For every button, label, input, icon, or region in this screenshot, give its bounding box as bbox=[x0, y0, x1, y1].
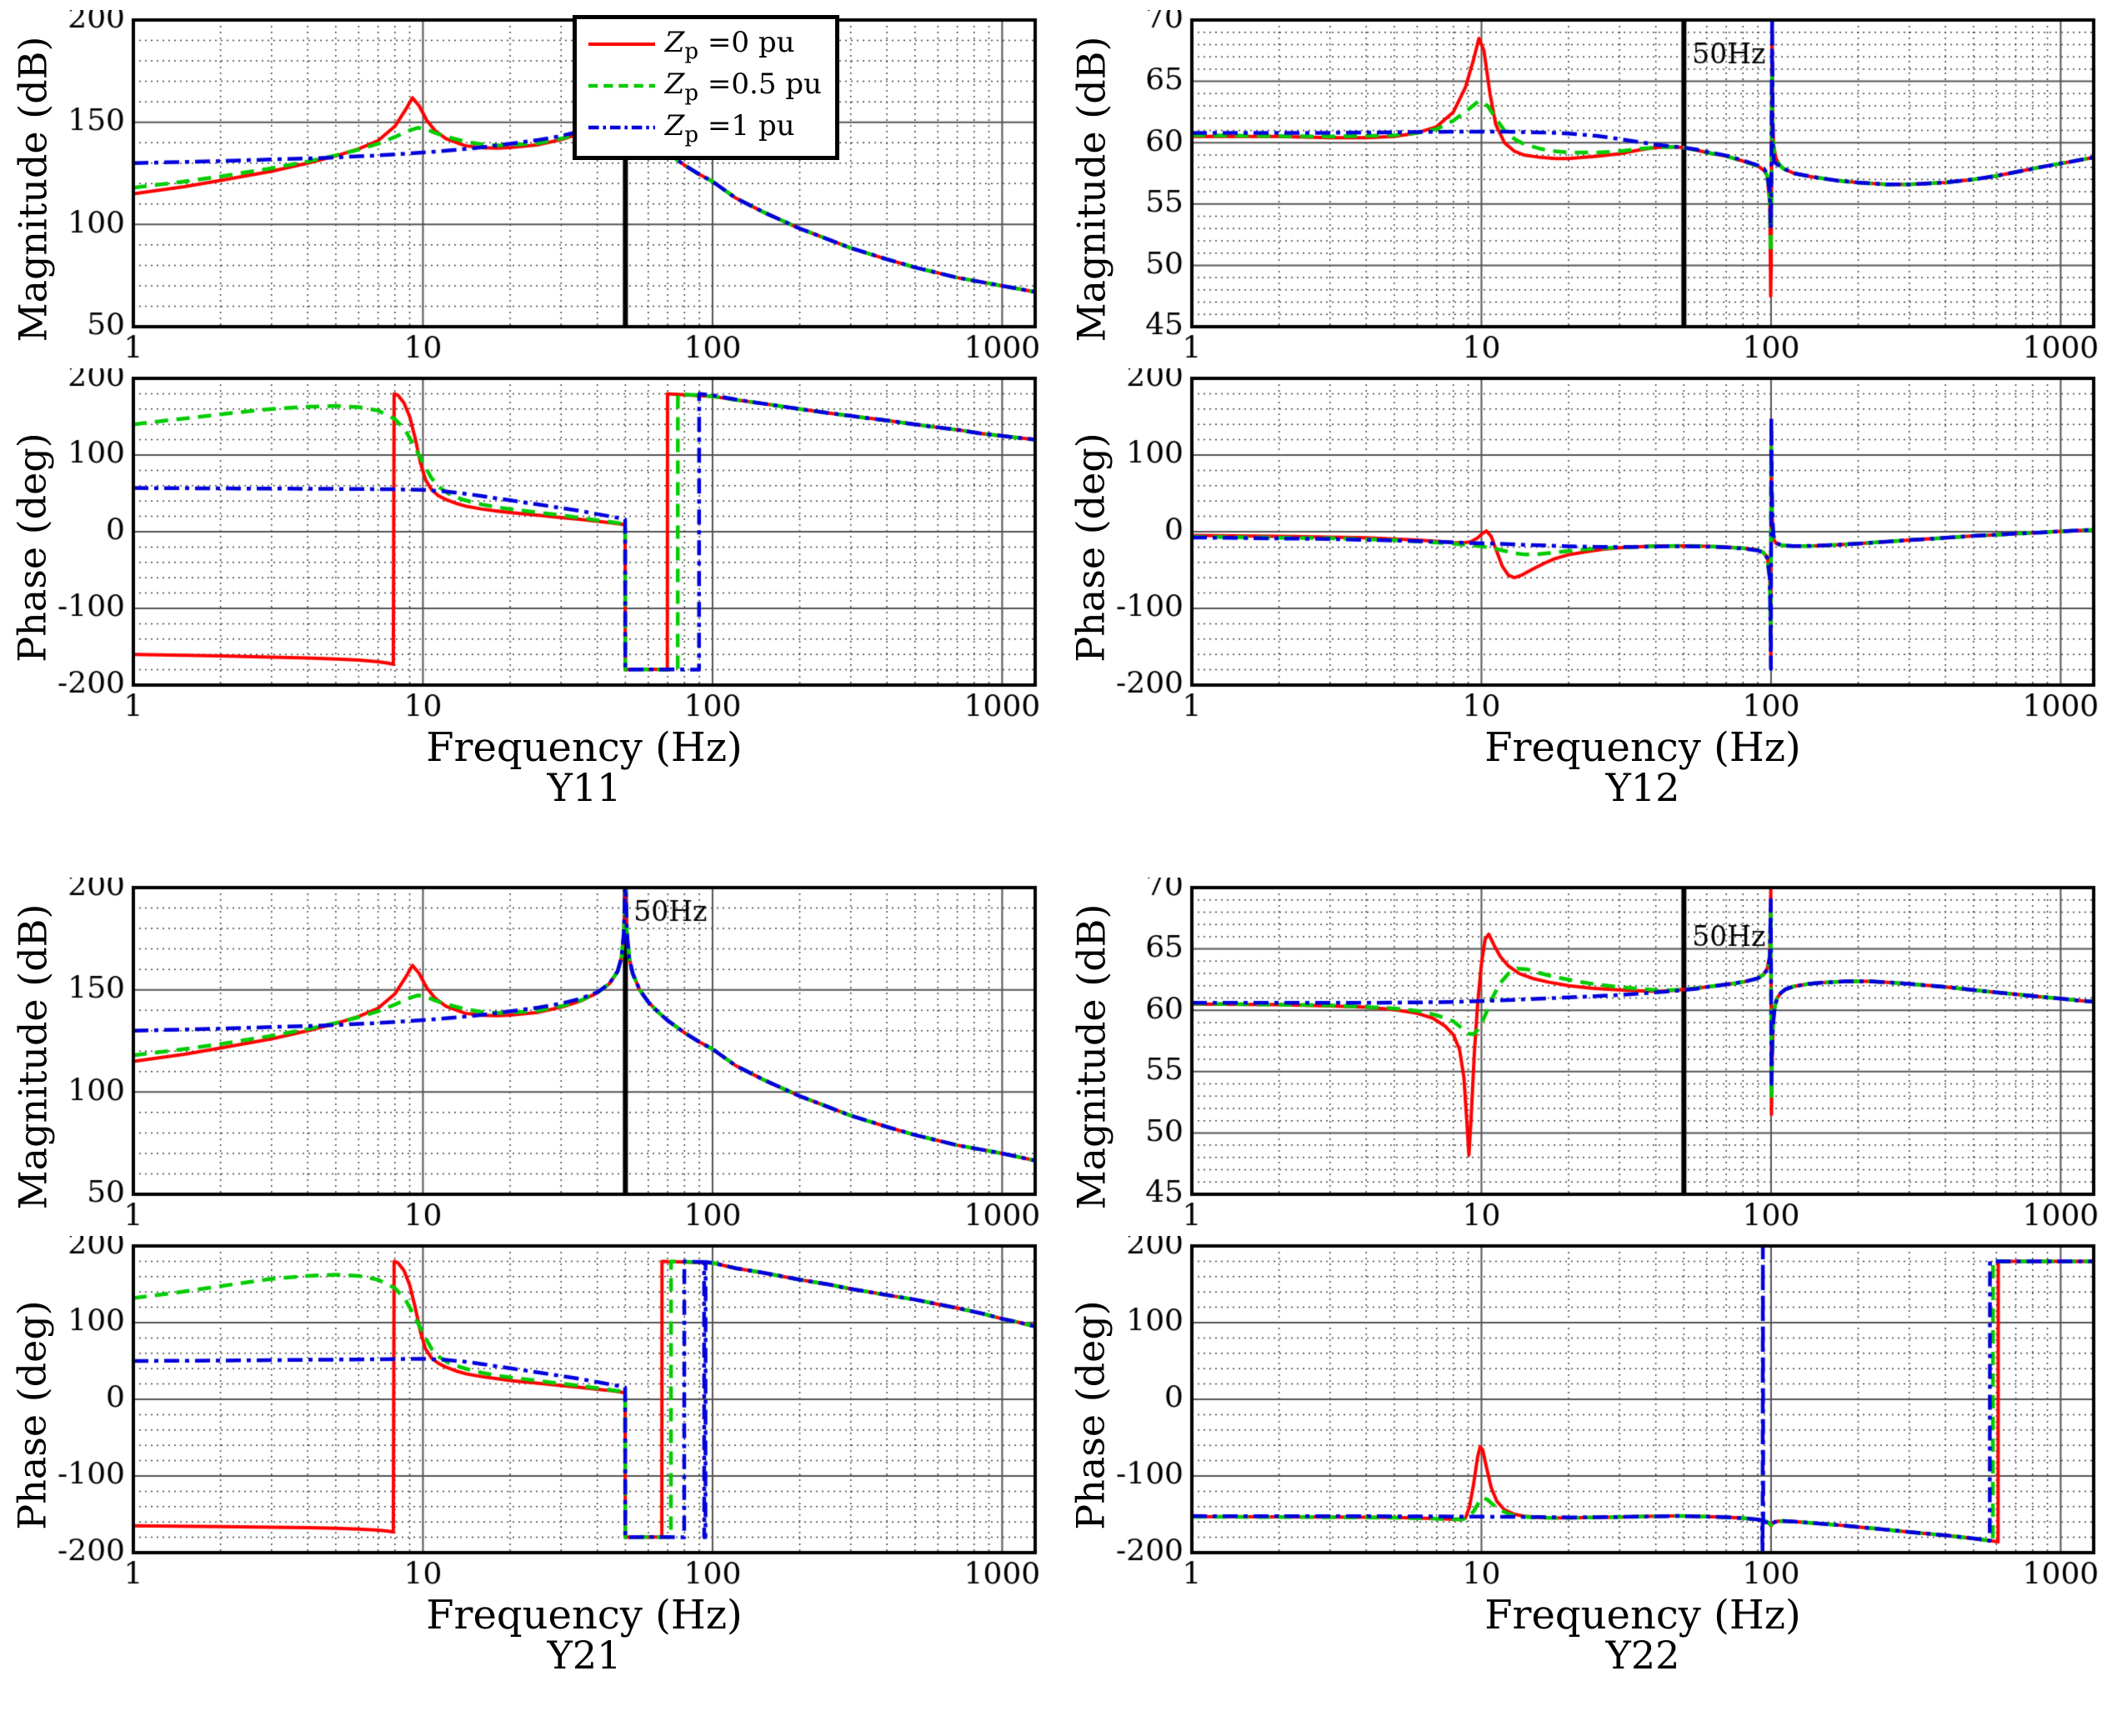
y22-mag-plot-wrap bbox=[1115, 878, 2107, 1236]
y21-title: Y21 bbox=[547, 1633, 622, 1678]
y12-phase-plot-wrap bbox=[1115, 368, 2107, 727]
y21-phase-row: Phase (deg) bbox=[8, 1236, 1058, 1594]
y21-mag-ylabel: Magnitude (dB) bbox=[8, 878, 57, 1236]
y11-caption: Frequency (Hz) Y11 bbox=[133, 724, 1035, 811]
y11-mag-ylabel-text: Magnitude (dB) bbox=[10, 36, 56, 343]
y12-caption: Frequency (Hz) Y12 bbox=[1192, 724, 2094, 811]
legend-subscript: p bbox=[684, 80, 699, 106]
legend-line-zp05-icon bbox=[588, 84, 655, 88]
y21-magnitude-plot bbox=[57, 878, 1048, 1236]
y11-phase-row: Phase (deg) bbox=[8, 368, 1058, 727]
y21-mag-plot-wrap bbox=[57, 878, 1048, 1236]
y12-mag-ylabel: Magnitude (dB) bbox=[1067, 10, 1115, 368]
legend-line-zp0-icon bbox=[588, 43, 655, 47]
y12-mag-ylabel-text: Magnitude (dB) bbox=[1069, 36, 1114, 343]
legend-line-zp1-icon bbox=[588, 126, 655, 130]
y22-caption: Frequency (Hz) Y22 bbox=[1192, 1592, 2094, 1678]
y11-mag-plot-wrap: Zp =0 pu Zp =0.5 pu Zp =1 pu bbox=[57, 10, 1048, 368]
y21-phase-plot bbox=[57, 1236, 1048, 1594]
legend-entry-zp05: Zp =0.5 pu bbox=[587, 66, 822, 106]
panel-y22: Magnitude (dB) Phase (deg) Frequency (Hz… bbox=[1058, 868, 2117, 1736]
y22-mag-ylabel: Magnitude (dB) bbox=[1067, 878, 1115, 1236]
y21-mag-ylabel-text: Magnitude (dB) bbox=[10, 903, 56, 1210]
legend: Zp =0 pu Zp =0.5 pu Zp =1 pu bbox=[572, 15, 839, 161]
y22-phase-plot bbox=[1115, 1236, 2107, 1594]
y22-magnitude-plot bbox=[1115, 878, 2107, 1236]
y22-mag-ylabel-text: Magnitude (dB) bbox=[1069, 903, 1114, 1210]
y11-phase-ylabel-text: Phase (deg) bbox=[10, 433, 55, 663]
panel-y12: Magnitude (dB) Phase (deg) Frequency (Hz… bbox=[1058, 0, 2117, 868]
y22-xlabel: Frequency (Hz) bbox=[1484, 1592, 1801, 1638]
y11-phase-plot bbox=[57, 368, 1048, 727]
legend-label-zp0: Zp =0 pu bbox=[665, 26, 795, 64]
y21-phase-plot-wrap bbox=[57, 1236, 1048, 1594]
y12-magnitude-plot bbox=[1115, 10, 2107, 368]
y12-phase-plot bbox=[1115, 368, 2107, 727]
y12-phase-row: Phase (deg) bbox=[1067, 368, 2117, 727]
legend-subscript: p bbox=[684, 122, 699, 148]
y21-caption: Frequency (Hz) Y21 bbox=[133, 1592, 1035, 1678]
y12-magnitude-row: Magnitude (dB) bbox=[1067, 10, 2117, 368]
y22-phase-ylabel-text: Phase (deg) bbox=[1069, 1300, 1114, 1530]
y11-magnitude-plot bbox=[57, 10, 1048, 368]
legend-value: =1 pu bbox=[707, 108, 795, 143]
y22-title: Y22 bbox=[1605, 1633, 1680, 1678]
legend-value: =0 pu bbox=[707, 25, 795, 59]
y11-phase-ylabel: Phase (deg) bbox=[8, 368, 57, 727]
legend-label-zp05: Zp =0.5 pu bbox=[665, 68, 822, 106]
legend-entry-zp0: Zp =0 pu bbox=[587, 24, 822, 64]
y11-mag-ylabel: Magnitude (dB) bbox=[8, 10, 57, 368]
legend-symbol: Z bbox=[664, 67, 685, 101]
y11-title: Y11 bbox=[547, 765, 622, 811]
y21-magnitude-row: Magnitude (dB) bbox=[8, 878, 1058, 1236]
legend-value: =0.5 pu bbox=[707, 67, 822, 101]
legend-subscript: p bbox=[684, 38, 699, 64]
y21-xlabel: Frequency (Hz) bbox=[426, 1592, 743, 1638]
legend-symbol: Z bbox=[664, 108, 685, 143]
y21-phase-ylabel-text: Phase (deg) bbox=[10, 1300, 55, 1530]
y12-phase-ylabel: Phase (deg) bbox=[1067, 368, 1115, 727]
y22-phase-ylabel: Phase (deg) bbox=[1067, 1236, 1115, 1594]
y22-magnitude-row: Magnitude (dB) bbox=[1067, 878, 2117, 1236]
legend-entry-zp1: Zp =1 pu bbox=[587, 108, 822, 148]
panel-y11: Magnitude (dB) Zp =0 pu Zp =0.5 pu Zp =1… bbox=[0, 0, 1058, 868]
y11-phase-plot-wrap bbox=[57, 368, 1048, 727]
y12-phase-ylabel-text: Phase (deg) bbox=[1069, 433, 1114, 663]
y12-title: Y12 bbox=[1605, 765, 1680, 811]
y22-phase-plot-wrap bbox=[1115, 1236, 2107, 1594]
y12-mag-plot-wrap bbox=[1115, 10, 2107, 368]
y21-phase-ylabel: Phase (deg) bbox=[8, 1236, 57, 1594]
y11-xlabel: Frequency (Hz) bbox=[426, 724, 743, 771]
y22-phase-row: Phase (deg) bbox=[1067, 1236, 2117, 1594]
legend-symbol: Z bbox=[664, 25, 685, 59]
panel-y21: Magnitude (dB) Phase (deg) Frequency (Hz… bbox=[0, 868, 1058, 1736]
y12-xlabel: Frequency (Hz) bbox=[1484, 724, 1801, 771]
y11-magnitude-row: Magnitude (dB) Zp =0 pu Zp =0.5 pu Zp =1… bbox=[8, 10, 1058, 368]
legend-label-zp1: Zp =1 pu bbox=[665, 109, 795, 148]
